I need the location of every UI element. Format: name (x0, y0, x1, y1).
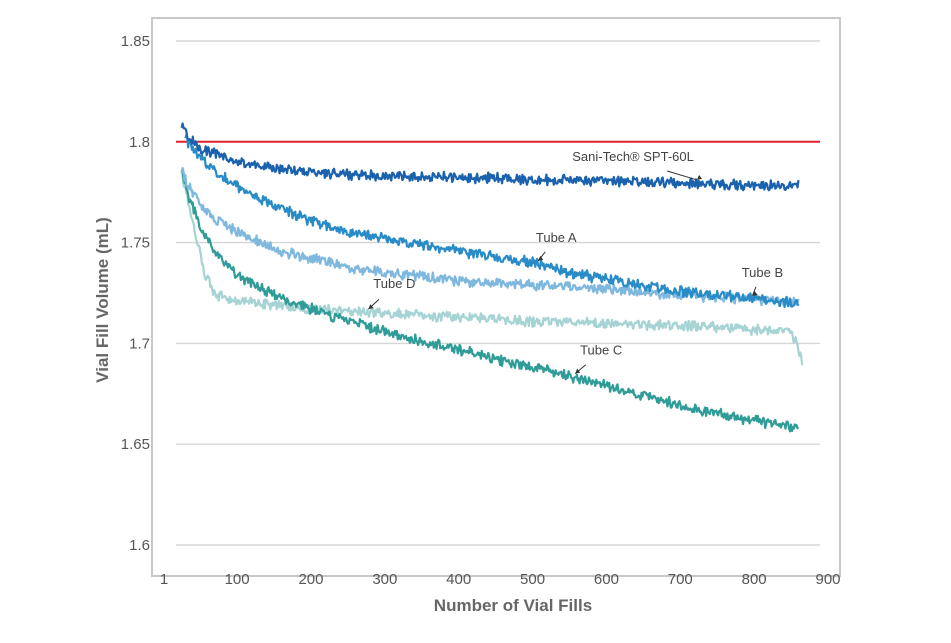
annotation-leader (751, 286, 757, 297)
annotation-tube-c: Tube C (580, 343, 622, 358)
series-line-tube-b (180, 167, 800, 308)
x-tick-label: 200 (298, 571, 323, 588)
plot-frame (151, 17, 841, 577)
annotation-arrowhead (538, 255, 544, 261)
annotation-tube-b: Tube B (742, 265, 783, 280)
series-line-tube-c (180, 168, 799, 433)
series-group (180, 122, 804, 433)
y-axis-title: Vial Fill Volume (mL) (93, 217, 112, 383)
series-line-tube-a (184, 134, 800, 309)
x-tick-label: 400 (446, 571, 471, 588)
x-tick-label: 100 (225, 571, 250, 588)
x-tick-label: 1 (160, 571, 168, 588)
annotation-tube-d: Tube D (373, 276, 415, 291)
annotation-arrowhead (697, 174, 703, 180)
annotation-arrowhead (575, 368, 581, 374)
y-tick-label: 1.85 (121, 33, 150, 50)
tick-labels: 1.6 1.65 1.7 1.75 1.8 1.85 1 100 200 300 400 500 600… (121, 33, 841, 588)
y-tick-label: 1.75 (121, 235, 150, 252)
annotation-arrowhead (368, 304, 374, 310)
series-line-sani-tech-spt-60l (180, 122, 800, 192)
annotation-arrowhead (752, 290, 758, 296)
annotation-tube-a: Tube A (536, 230, 577, 245)
annotations-group: Sani-Tech® SPT-60L Tube A Tube B Tube C Tube… (368, 149, 783, 375)
annotation-leader (667, 170, 698, 181)
y-tick-label: 1.65 (121, 436, 150, 453)
x-tick-label: 800 (742, 571, 767, 588)
x-tick-label: 500 (520, 571, 545, 588)
y-tick-label: 1.6 (129, 537, 150, 554)
y-tick-label: 1.8 (129, 134, 150, 151)
x-tick-label: 900 (815, 571, 840, 588)
x-tick-label: 300 (372, 571, 397, 588)
y-tick-label: 1.7 (129, 335, 150, 352)
x-tick-label: 700 (668, 571, 693, 588)
annotation-sani-tech-spt-60l: Sani-Tech® SPT-60L (572, 149, 694, 164)
series-line-tube-d (180, 169, 804, 366)
x-tick-label: 600 (594, 571, 619, 588)
x-axis-title: Number of Vial Fills (434, 596, 592, 615)
